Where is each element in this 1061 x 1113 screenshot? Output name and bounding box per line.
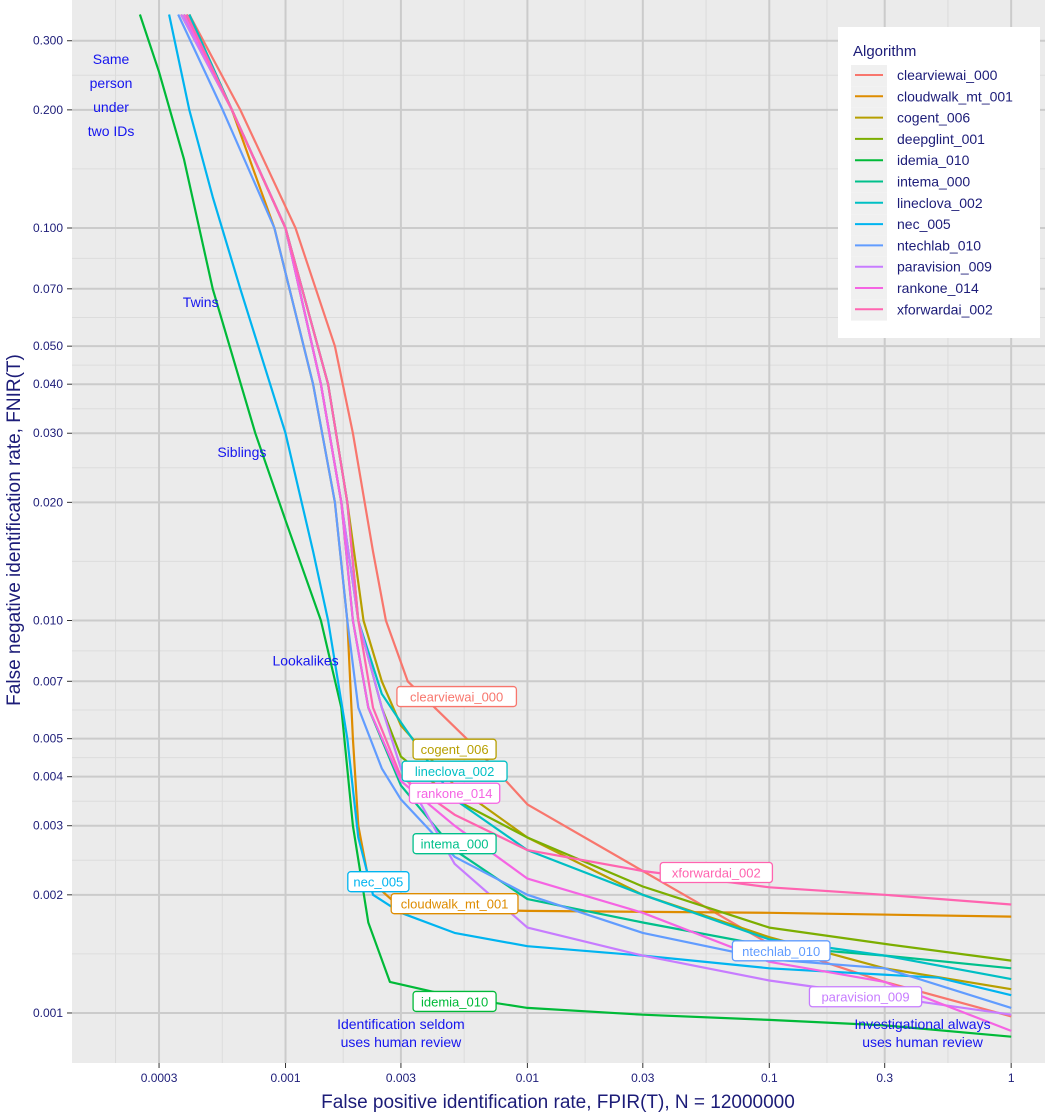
series-label-box: [412, 738, 497, 760]
annotation-text: person: [90, 75, 133, 91]
series-label-box: [401, 760, 508, 782]
legend-label-idemia_010: idemia_010: [897, 152, 970, 168]
legend-title: Algorithm: [853, 43, 916, 60]
y-tick-label: 0.005: [33, 732, 63, 746]
series-labels: clearviewai_000 cogent_006 lineclova_002ra…: [347, 685, 923, 1013]
series-label-box: [408, 782, 501, 804]
series-label-box: [731, 940, 831, 962]
series-label-box: [808, 986, 923, 1008]
x-tick-label: 0.01: [516, 1071, 540, 1085]
annotation-text: uses human review: [862, 1034, 984, 1050]
legend-label-deepglint_001: deepglint_001: [897, 131, 985, 147]
y-tick-label: 0.007: [33, 674, 63, 688]
series-label-nec_005: nec_005: [353, 875, 403, 890]
legend-label-cloudwalk_mt_001: cloudwalk_mt_001: [897, 88, 1013, 104]
annotation-text: Siblings: [217, 444, 266, 460]
x-axis-title: False positive identification rate, FPIR…: [321, 1092, 795, 1113]
annotation-text: Identification seldom: [337, 1016, 465, 1032]
y-tick-label: 0.001: [33, 1006, 63, 1020]
x-tick-label: 0.003: [386, 1071, 416, 1085]
series-label-xforwardai_002: xforwardai_002: [672, 865, 761, 880]
x-tick-label: 0.0003: [141, 1071, 178, 1085]
annotation-text: two IDs: [88, 123, 135, 139]
y-tick-label: 0.100: [33, 221, 63, 235]
series-line-nec_005: [168, 14, 1012, 997]
legend-label-ntechlab_010: ntechlab_010: [897, 237, 981, 253]
series-label-rankone_014: rankone_014: [417, 786, 493, 801]
legend-label-nec_005: nec_005: [897, 216, 951, 232]
y-tick-label: 0.040: [33, 377, 63, 391]
y-tick-label: 0.070: [33, 282, 63, 296]
x-tick-label: 0.03: [631, 1071, 655, 1085]
y-tick-label: 0.010: [33, 613, 63, 627]
x-tick-label: 0.001: [271, 1071, 301, 1085]
legend-label-paravision_009: paravision_009: [897, 259, 992, 275]
x-tick-label: 0.3: [876, 1071, 893, 1085]
series-label-cogent_006: cogent_006: [421, 742, 489, 757]
x-axis: 0.0003 0.001 0.003 0.01 0.03 0.1 0.3 1: [141, 1063, 1015, 1085]
series-label-idemia_010: idemia_010: [421, 994, 488, 1009]
annotations: Same person under two IDs Twins Siblings Looka…: [88, 51, 991, 1050]
y-tick-label: 0.020: [33, 495, 63, 509]
legend-label-lineclova_002: lineclova_002: [897, 195, 983, 211]
y-axis: 0.300 0.200 0.100 0.070 0.050 0.040 0.030 0.020…: [33, 34, 72, 1020]
annotation-text: uses human review: [341, 1034, 463, 1050]
y-tick-label: 0.030: [33, 426, 63, 440]
annotation-text: Investigational always: [854, 1016, 990, 1032]
series-label-lineclova_002: lineclova_002: [415, 764, 495, 779]
series-label-clearviewai_000: clearviewai_000: [410, 690, 503, 705]
legend-label-intema_000: intema_000: [897, 174, 970, 190]
annotation-text: under: [93, 99, 129, 115]
y-tick-label: 0.300: [33, 34, 63, 48]
series-label-ntechlab_010: ntechlab_010: [742, 944, 820, 959]
series-line-xforwardai_002: [185, 14, 1012, 906]
y-tick-label: 0.050: [33, 339, 63, 353]
series-label-box: [390, 893, 519, 915]
y-axis-title: False negative identification rate, FNIR…: [4, 354, 25, 706]
series-lines: [138, 13, 1012, 1038]
series-label-intema_000: intema_000: [421, 837, 489, 852]
series-label-paravision_009: paravision_009: [821, 990, 909, 1005]
x-tick-label: 1: [1008, 1071, 1015, 1085]
series-label-box: [659, 861, 774, 884]
annotation-text: Lookalikes: [272, 653, 338, 669]
series-label-cloudwalk_mt_001: cloudwalk_mt_001: [401, 897, 509, 912]
legend-label-clearviewai_000: clearviewai_000: [897, 67, 998, 83]
series-line-ntechlab_010: [177, 14, 1012, 1009]
series-label-box: [347, 871, 410, 893]
y-tick-label: 0.003: [33, 819, 63, 833]
series-line-idemia_010: [138, 14, 1012, 1038]
legend-label-rankone_014: rankone_014: [897, 280, 979, 296]
series-label-box: [396, 685, 518, 708]
series-label-box: [412, 833, 497, 855]
legend-label-cogent_006: cogent_006: [897, 110, 970, 126]
y-tick-label: 0.200: [33, 103, 63, 117]
series-label-box: [412, 990, 497, 1013]
annotation-text: Same: [93, 51, 130, 67]
legend-label-xforwardai_002: xforwardai_002: [897, 301, 993, 317]
y-tick-label: 0.002: [33, 888, 63, 902]
y-tick-label: 0.004: [33, 770, 63, 784]
legend: Algorithm clearviewai_000 cloudwalk_mt_00…: [838, 27, 1040, 338]
x-tick-label: 0.1: [761, 1071, 778, 1085]
annotation-text: Twins: [183, 294, 219, 310]
